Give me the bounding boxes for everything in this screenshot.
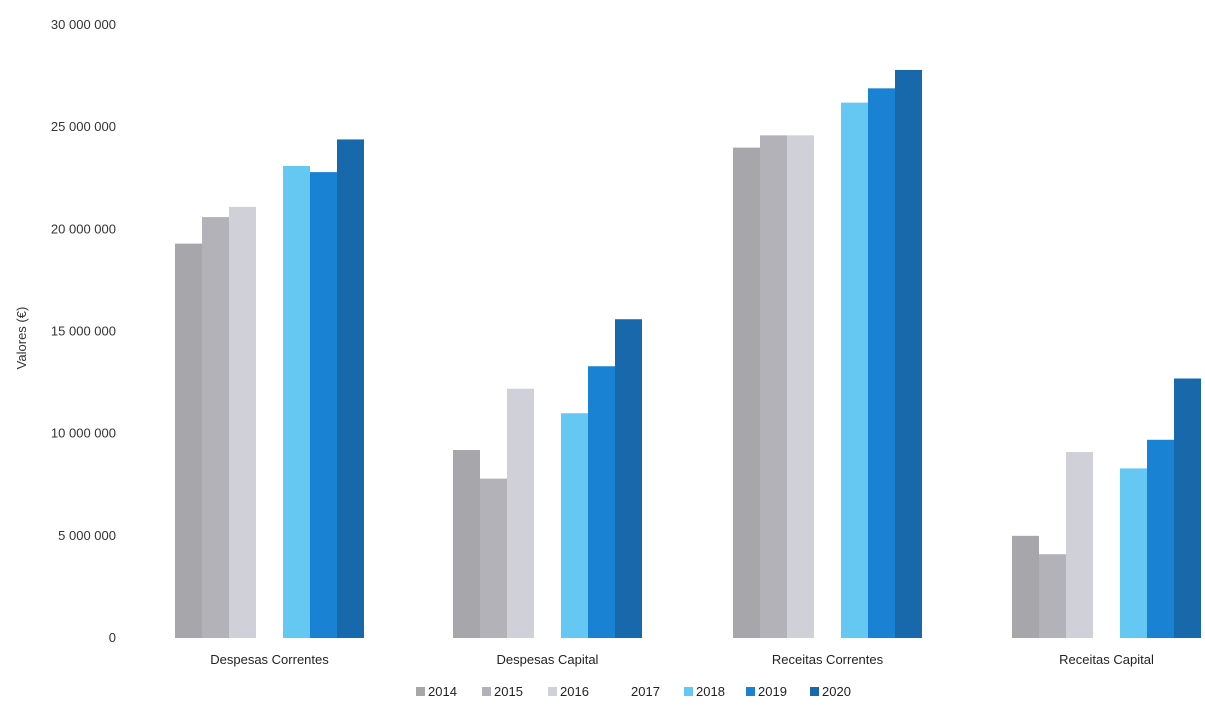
legend-label-2017: 2017 xyxy=(631,684,660,699)
bar-2019-2 xyxy=(868,88,895,639)
bar-2019-1 xyxy=(588,366,615,638)
bar-2016-0 xyxy=(229,206,256,638)
legend-swatch-2014 xyxy=(416,687,425,696)
category-label: Receitas Correntes xyxy=(772,652,884,667)
bar-2015-2 xyxy=(760,135,787,638)
legend: 2014 2015 2016 2017 2018 2019 2020 xyxy=(416,684,851,699)
y-axis-title: Valores (€) xyxy=(14,307,29,370)
bar-2015-1 xyxy=(480,478,507,638)
bar-2016-1 xyxy=(507,388,534,638)
bar-2020-1 xyxy=(615,319,642,638)
bar-2014-3 xyxy=(1012,535,1039,638)
legend-label-2020: 2020 xyxy=(822,684,851,699)
y-tick-label: 25 000 000 xyxy=(51,119,116,134)
bar-2016-3 xyxy=(1066,452,1093,638)
legend-swatch-2015 xyxy=(482,687,491,696)
bar-2015-3 xyxy=(1039,554,1066,638)
bar-2019-0 xyxy=(310,172,337,638)
bar-2015-0 xyxy=(202,217,229,638)
y-axis: 0 5 000 000 10 000 000 15 000 000 20 000 000… xyxy=(51,17,116,645)
legend-label-2014: 2014 xyxy=(428,684,457,699)
legend-swatch-2017 xyxy=(619,687,628,696)
legend-label-2019: 2019 xyxy=(758,684,787,699)
y-tick-label: 30 000 000 xyxy=(51,17,116,32)
y-tick-label: 20 000 000 xyxy=(51,221,116,236)
bar-2018-1 xyxy=(561,413,588,638)
y-tick-label: 10 000 000 xyxy=(51,426,116,441)
y-tick-label: 0 xyxy=(109,630,116,645)
legend-swatch-2020 xyxy=(810,687,819,696)
category-label: Receitas Capital xyxy=(1059,652,1154,667)
y-tick-label: 5 000 000 xyxy=(58,528,116,543)
bar-2020-3 xyxy=(1174,378,1201,638)
bar-2018-2 xyxy=(841,102,868,638)
legend-swatch-2019 xyxy=(746,687,755,696)
legend-swatch-2018 xyxy=(684,687,693,696)
bar-2014-2 xyxy=(733,147,760,638)
bar-2014-0 xyxy=(175,243,202,639)
legend-label-2018: 2018 xyxy=(696,684,725,699)
bar-2018-0 xyxy=(283,165,310,639)
bar-2020-0 xyxy=(337,139,364,638)
bar-2018-3 xyxy=(1120,468,1147,638)
legend-swatch-2016 xyxy=(548,687,557,696)
category-label: Despesas Correntes xyxy=(210,652,329,667)
bar-2014-1 xyxy=(453,450,480,638)
category-label: Despesas Capital xyxy=(497,652,599,667)
category-labels: Despesas Correntes Despesas Capital Receit… xyxy=(210,652,1154,667)
y-tick-label: 15 000 000 xyxy=(51,324,116,339)
legend-label-2015: 2015 xyxy=(494,684,523,699)
bar-2020-2 xyxy=(895,69,922,639)
bar-2019-3 xyxy=(1147,439,1174,638)
bar-2016-2 xyxy=(787,135,814,638)
legend-label-2016: 2016 xyxy=(560,684,589,699)
bars xyxy=(175,69,1201,639)
